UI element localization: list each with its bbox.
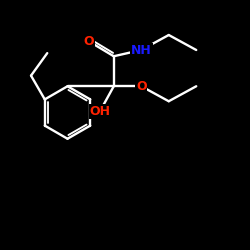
Text: O: O xyxy=(84,35,94,48)
Text: OH: OH xyxy=(90,105,110,118)
Text: O: O xyxy=(136,80,146,93)
Text: NH: NH xyxy=(131,44,152,57)
